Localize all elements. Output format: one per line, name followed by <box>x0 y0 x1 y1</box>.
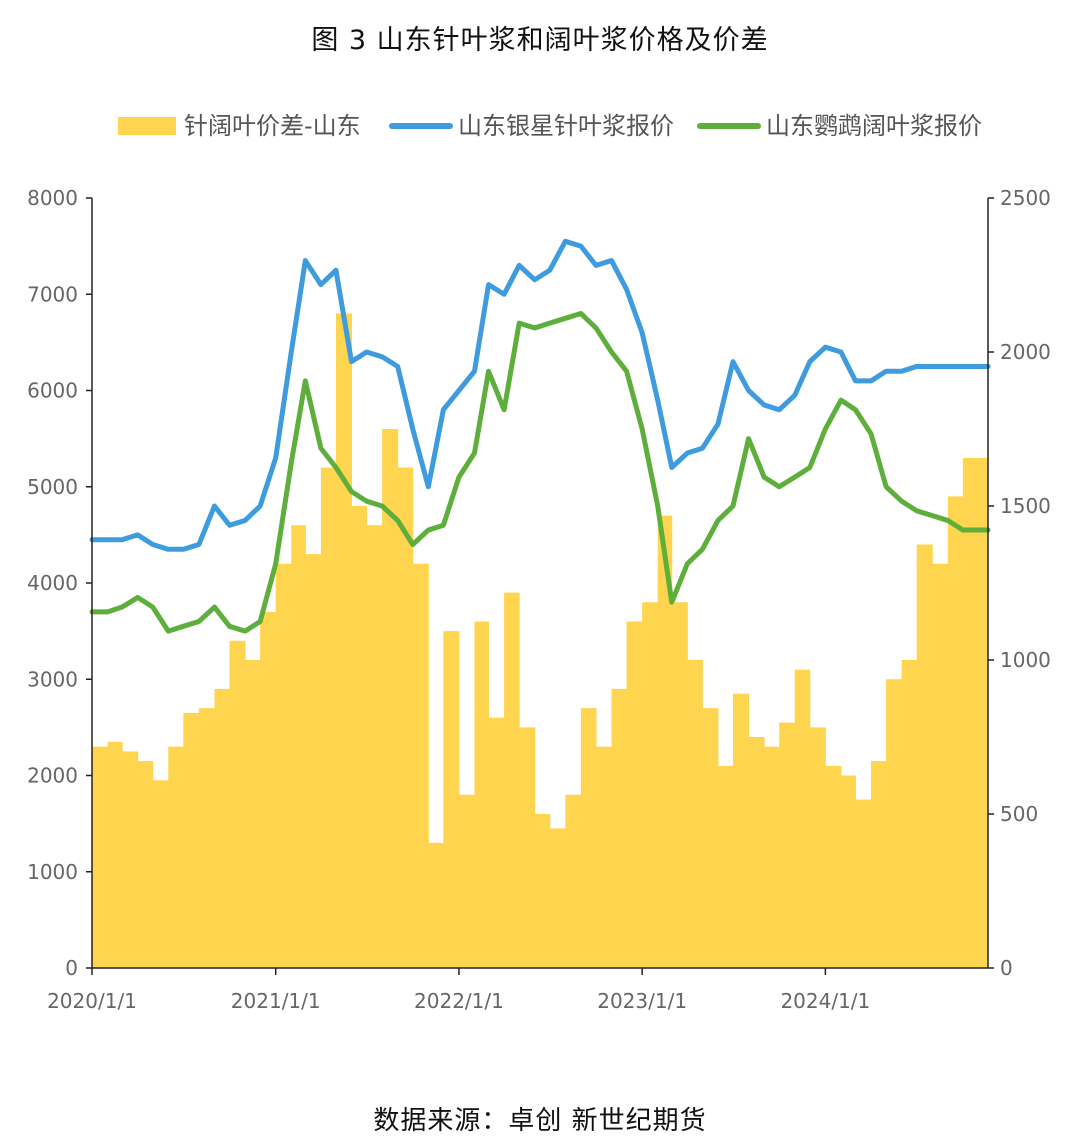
bar <box>397 467 414 968</box>
y-right-tick-label: 2000 <box>1000 340 1051 364</box>
bar <box>488 717 505 968</box>
bar-series <box>92 313 989 969</box>
bar <box>779 722 796 968</box>
bar <box>687 660 703 968</box>
y-right-tick-label: 2500 <box>1000 186 1051 210</box>
y-left-tick-label: 7000 <box>27 282 78 306</box>
bar <box>229 640 246 968</box>
bar <box>291 525 306 968</box>
x-tick-label: 2021/1/1 <box>231 989 321 1013</box>
bar <box>305 554 322 969</box>
bar <box>916 544 933 968</box>
y-right-tick-label: 0 <box>1000 956 1013 980</box>
bar <box>320 467 337 968</box>
bar <box>702 708 719 969</box>
bar <box>183 712 200 968</box>
x-tick-label: 2024/1/1 <box>780 989 870 1013</box>
y-left-tick-label: 6000 <box>27 379 78 403</box>
bar <box>825 765 842 969</box>
series-line <box>89 311 991 634</box>
legend-label: 山东银星针叶浆报价 <box>458 112 674 140</box>
bar <box>671 602 688 968</box>
y-left-tick-label: 4000 <box>27 571 78 595</box>
y-left-tick-label: 0 <box>65 956 78 980</box>
legend-swatch-bar <box>118 117 176 135</box>
y-left-tick-label: 5000 <box>27 475 78 499</box>
bar <box>382 429 399 968</box>
bar <box>626 621 643 968</box>
bar <box>107 741 123 968</box>
bar <box>580 708 597 969</box>
bar <box>871 761 887 968</box>
bar <box>137 761 154 968</box>
bar <box>152 780 169 968</box>
bar <box>611 688 628 969</box>
bar <box>947 496 964 968</box>
bar <box>168 746 184 969</box>
bar <box>92 746 109 969</box>
x-tick-label: 2022/1/1 <box>414 989 504 1013</box>
bar <box>901 660 918 968</box>
legend: 针阔叶价差-山东 山东银星针叶浆报价 山东鹦鹉阔叶浆报价 <box>118 112 982 140</box>
legend-label: 针阔叶价差-山东 <box>184 112 361 140</box>
bar <box>351 506 368 968</box>
bar <box>886 679 903 968</box>
chart-title: 图 3 山东针叶浆和阔叶浆价格及价差 <box>311 25 769 56</box>
bar <box>642 602 659 968</box>
bar <box>504 592 520 969</box>
bar <box>565 794 582 968</box>
bar <box>962 457 989 969</box>
bar <box>748 737 765 968</box>
y-left-tick-label: 1000 <box>27 860 78 884</box>
data-source-note: 数据来源：卓创 新世纪期货 <box>373 1106 707 1136</box>
bar <box>245 660 261 968</box>
bar <box>717 765 734 969</box>
bar <box>260 611 277 969</box>
y-left-tick-label: 2000 <box>27 764 78 788</box>
y-right-tick-label: 1500 <box>1000 494 1051 518</box>
bar <box>595 746 613 969</box>
bar <box>443 631 460 969</box>
bar <box>198 708 215 969</box>
bar <box>534 814 551 968</box>
y-left-tick-label: 8000 <box>27 186 78 210</box>
bar <box>458 794 475 968</box>
legend-label: 山东鹦鹉阔叶浆报价 <box>766 112 982 140</box>
axes: 0 1000 2000 3000 4000 5000 6000 7000 8000 0 500 100… <box>27 186 1051 1013</box>
bar <box>412 563 429 968</box>
bar <box>474 621 490 968</box>
bar <box>122 751 139 968</box>
line-series <box>89 238 991 634</box>
bar <box>764 746 780 969</box>
bar <box>733 693 750 968</box>
bar <box>519 727 536 969</box>
bar <box>840 775 856 968</box>
bar <box>794 669 811 969</box>
x-tick-label: 2020/1/1 <box>47 989 137 1013</box>
bar <box>366 525 383 968</box>
bar <box>855 799 872 968</box>
x-tick-label: 2023/1/1 <box>597 989 687 1013</box>
bar <box>549 828 566 968</box>
y-right-tick-label: 1000 <box>1000 648 1051 672</box>
bar <box>657 515 673 969</box>
bar <box>214 688 231 969</box>
y-right-tick-label: 500 <box>1000 802 1038 826</box>
bar <box>275 563 292 968</box>
bar <box>335 313 353 968</box>
bar <box>428 842 444 969</box>
y-left-tick-label: 3000 <box>27 667 78 691</box>
series-line <box>89 238 991 552</box>
bar <box>932 563 949 968</box>
bar <box>809 727 826 969</box>
